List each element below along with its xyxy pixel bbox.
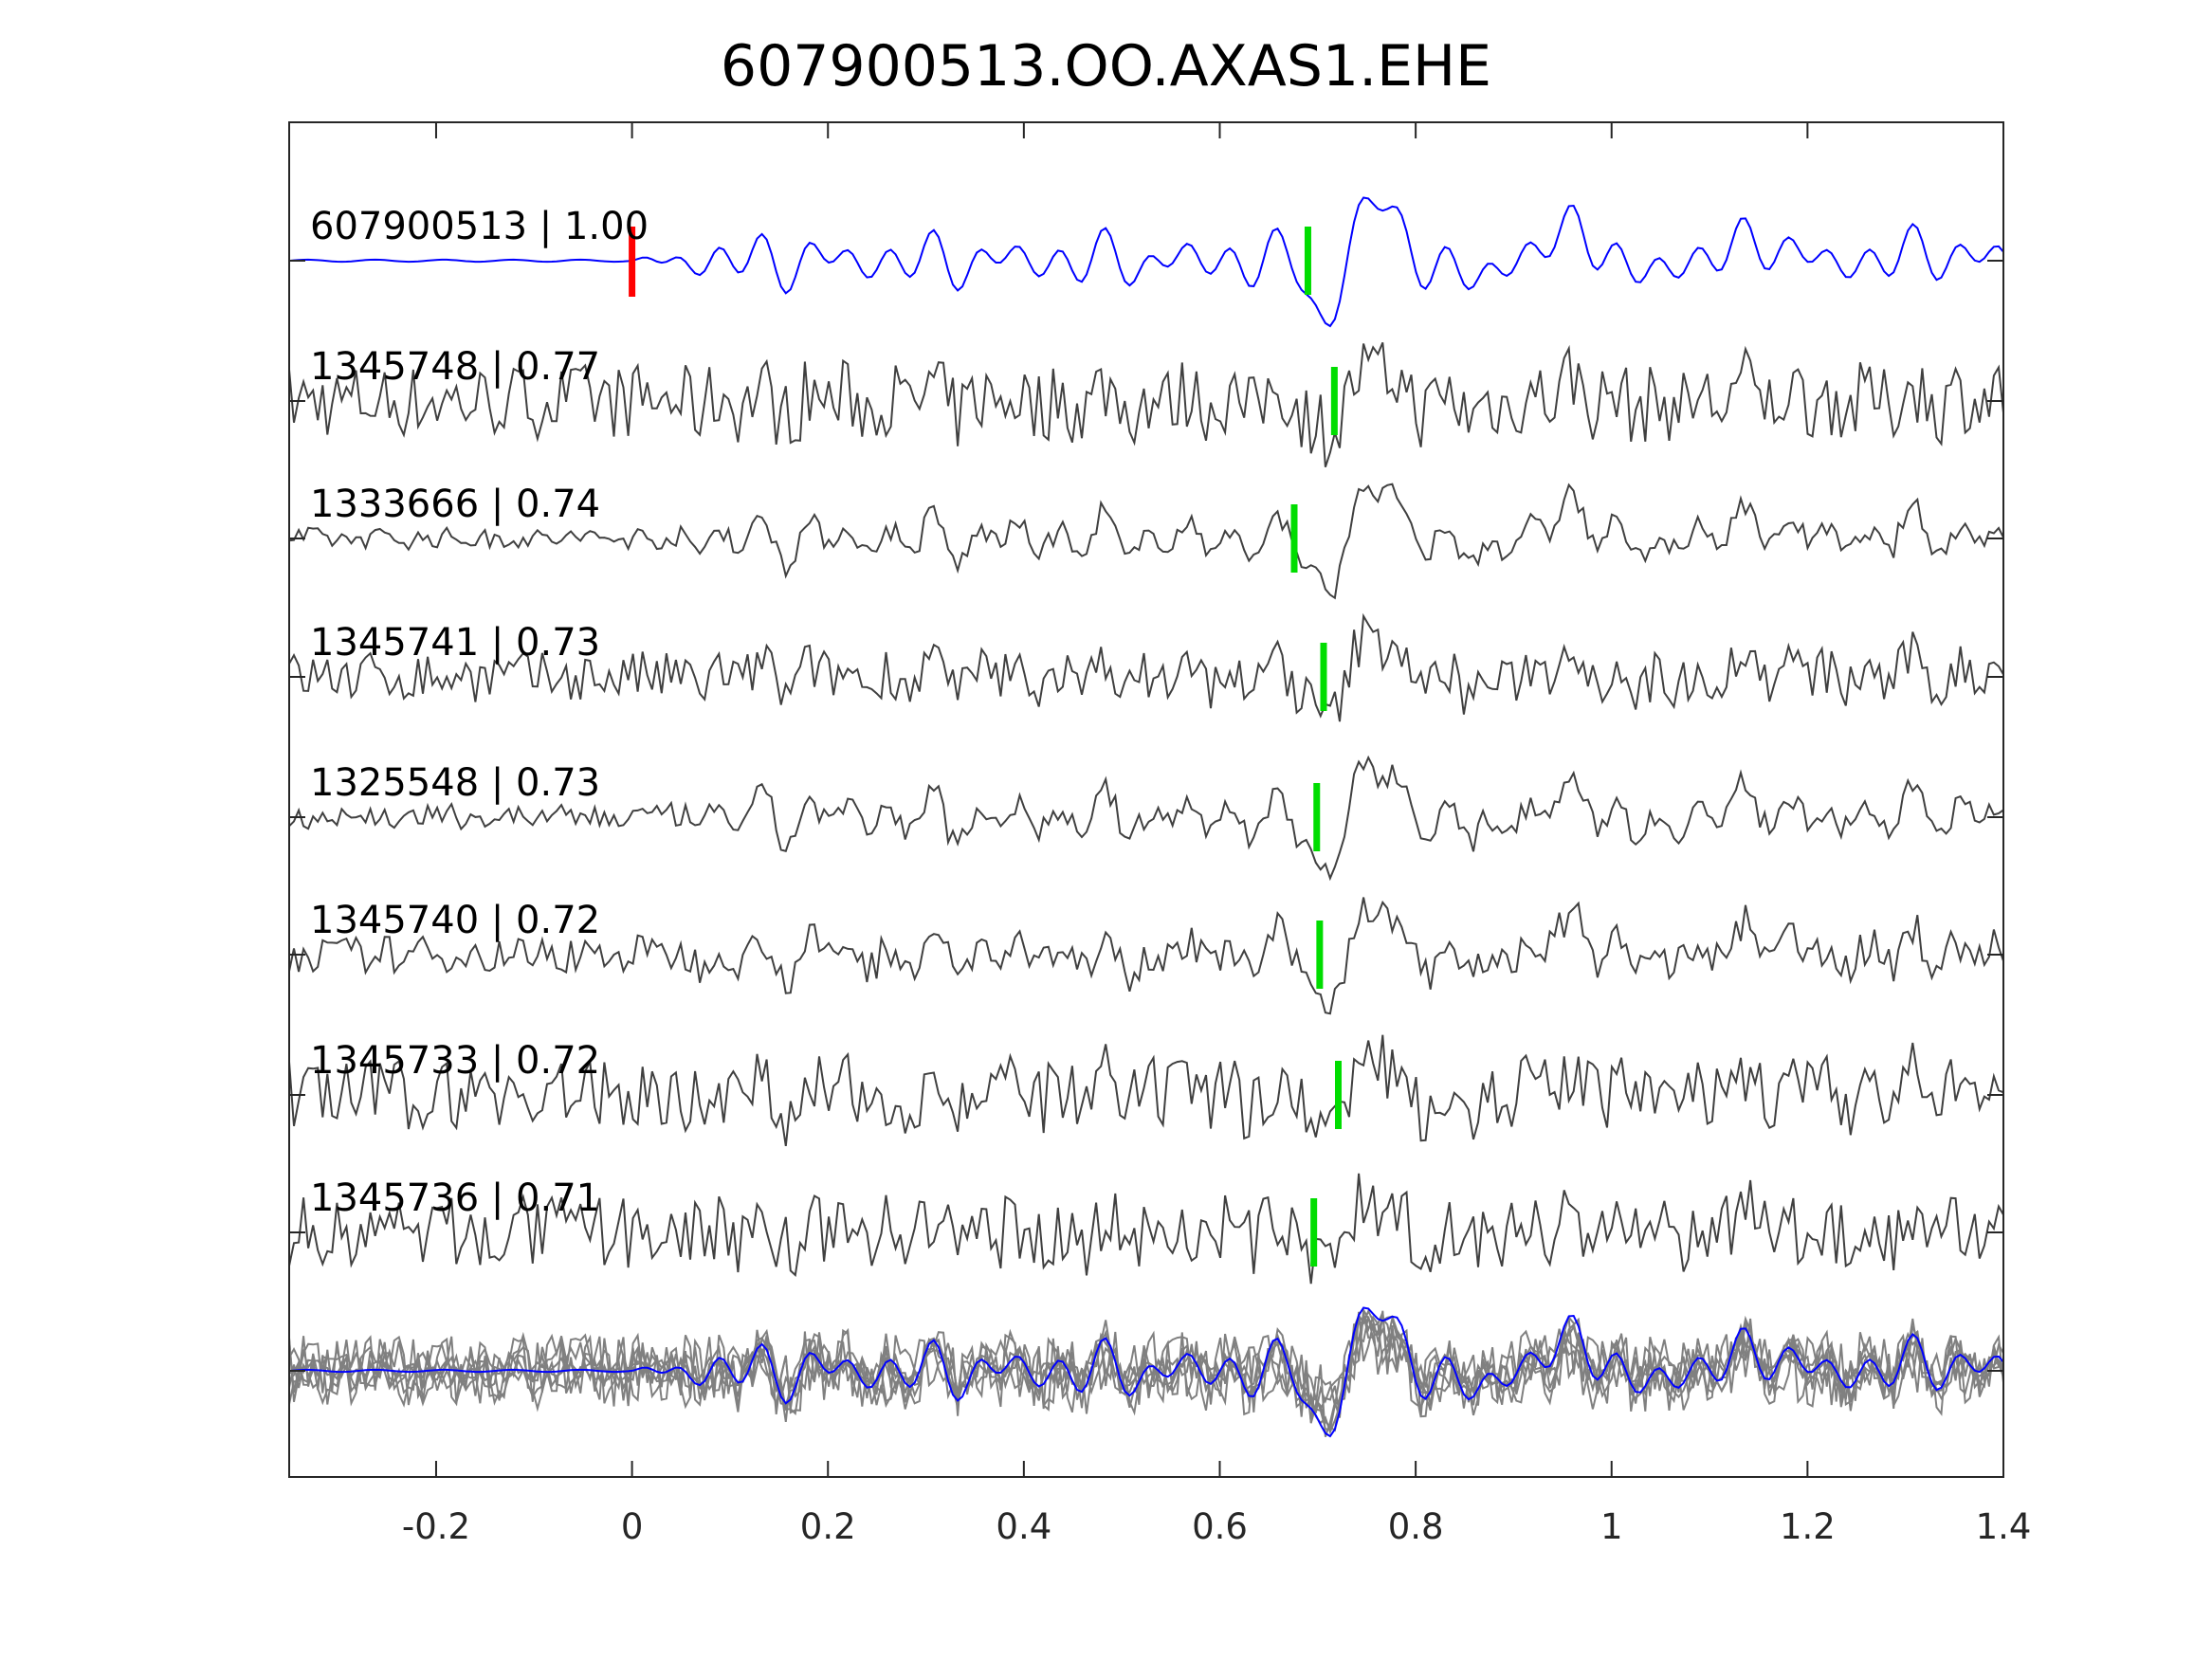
x-tick-label: 0.2	[800, 1506, 856, 1547]
x-tick-label: 1.2	[1780, 1506, 1836, 1547]
stack-trace	[288, 1311, 2004, 1423]
x-tick-label: -0.2	[402, 1506, 470, 1547]
waveform-trace	[288, 196, 2004, 328]
waveform-trace	[288, 755, 2004, 882]
x-tick-label: 0.8	[1388, 1506, 1444, 1547]
trace-label: 1345748 | 0.77	[310, 345, 600, 389]
trace-label: 1345741 | 0.73	[310, 621, 600, 665]
trace-label: 1345733 | 0.72	[310, 1039, 600, 1083]
x-tick-label: 0	[621, 1506, 644, 1547]
stack-trace	[288, 1313, 2004, 1431]
waveform-trace	[288, 483, 2004, 600]
waveform-trace	[288, 1173, 2004, 1285]
x-tick-label: 0.4	[996, 1506, 1051, 1547]
waveform-trace	[288, 897, 2004, 1015]
labels-layer: 607900513 | 1.00 1345748 | 0.77 1333666 | …	[310, 205, 649, 1220]
waveform-trace	[288, 342, 2004, 468]
waveform-trace	[288, 612, 2004, 722]
plot-axes-box	[288, 121, 2004, 1478]
waveform-trace	[288, 1034, 2004, 1147]
x-tick-label: 0.6	[1192, 1506, 1248, 1547]
x-tick-label: 1.4	[1976, 1506, 2032, 1547]
trace-label: 1325548 | 0.73	[310, 761, 600, 805]
trace-label: 1333666 | 0.74	[310, 483, 600, 526]
trace-label: 1345736 | 0.71	[310, 1176, 600, 1220]
x-tick-label: 1	[1600, 1506, 1623, 1547]
trace-label: 607900513 | 1.00	[310, 205, 649, 248]
trace-label: 1345740 | 0.72	[310, 899, 600, 942]
stack-reference-trace	[288, 1306, 2004, 1438]
traces-layer	[288, 196, 2004, 1438]
chart-title: 607900513.OO.AXAS1.EHE	[720, 33, 1492, 100]
ticks-layer: -0.2 0 0.2 0.4 0.6 0.8 1 1.2 1.4	[289, 122, 2031, 1547]
